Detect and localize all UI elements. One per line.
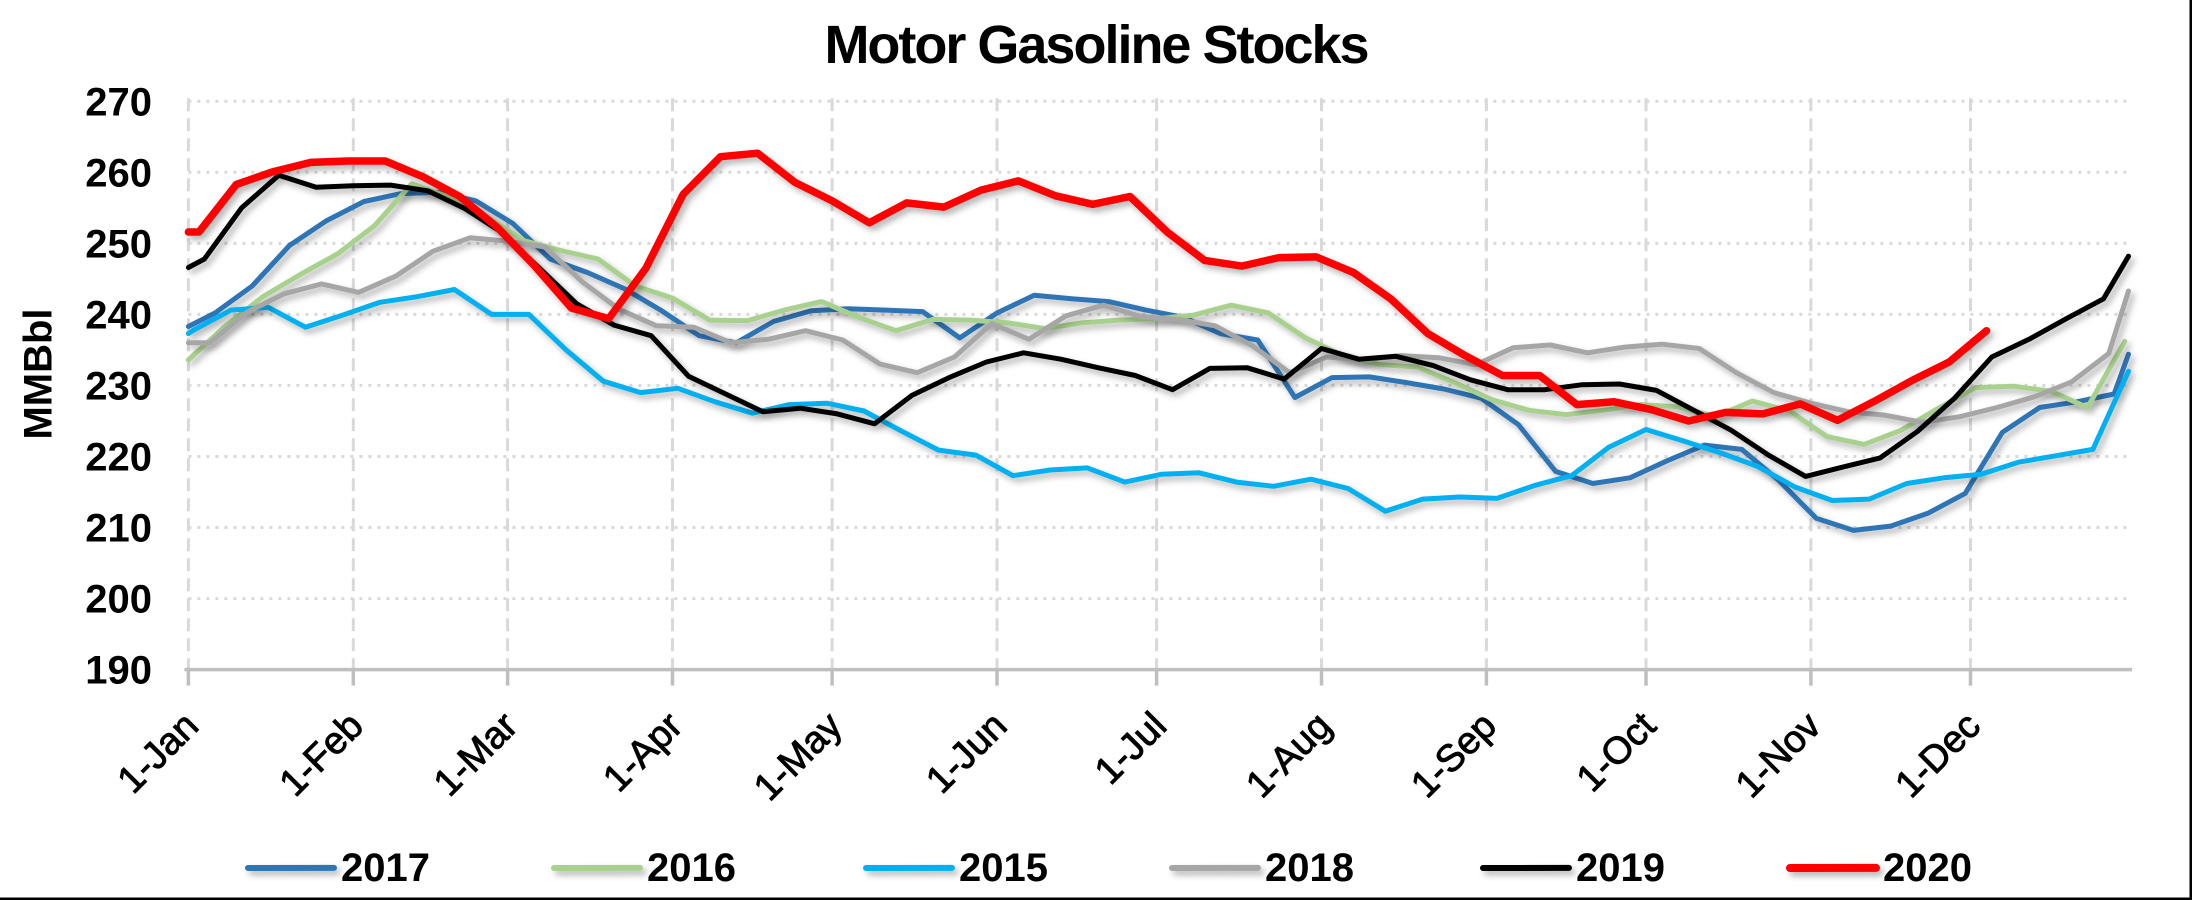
svg-text:200: 200 [85,578,152,622]
svg-text:2016: 2016 [647,846,736,890]
svg-text:MMBbl: MMBbl [17,308,61,439]
svg-text:2017: 2017 [341,846,430,890]
svg-text:2015: 2015 [959,846,1048,890]
svg-text:220: 220 [85,436,152,480]
svg-text:210: 210 [85,507,152,551]
svg-text:Motor Gasoline Stocks: Motor Gasoline Stocks [824,15,1367,75]
svg-text:260: 260 [85,151,152,195]
svg-text:230: 230 [85,364,152,408]
svg-text:190: 190 [85,649,152,693]
svg-text:240: 240 [85,293,152,337]
svg-text:2018: 2018 [1265,846,1354,890]
svg-text:2019: 2019 [1576,846,1665,890]
svg-text:250: 250 [85,222,152,266]
svg-text:270: 270 [85,80,152,124]
svg-text:2020: 2020 [1883,846,1972,890]
